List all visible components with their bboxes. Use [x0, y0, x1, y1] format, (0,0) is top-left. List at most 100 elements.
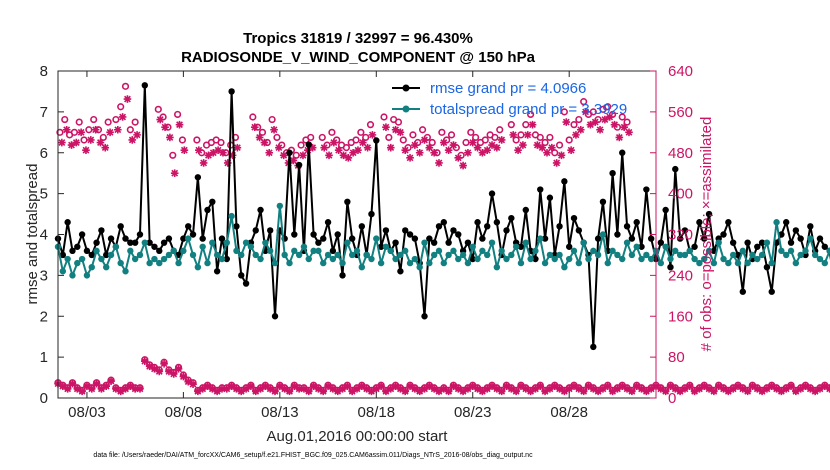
obs-possible-marker — [307, 133, 315, 142]
totalspread-point — [228, 212, 235, 220]
obs-low-assimilated-marker — [116, 387, 125, 396]
obs-assimilated-marker — [449, 141, 458, 149]
rmse-point — [286, 149, 293, 156]
totalspread-point — [522, 239, 529, 246]
rmse-point — [64, 219, 71, 226]
obs-low-assimilated-marker — [661, 387, 670, 396]
obs-low-assimilated-marker — [362, 385, 371, 393]
rmse-point — [508, 214, 515, 222]
rmse-point — [324, 219, 332, 226]
obs-possible-marker — [418, 126, 427, 134]
obs-low-assimilated-marker — [705, 385, 713, 393]
obs-low-assimilated-marker — [324, 382, 332, 391]
totalspread-point — [305, 255, 312, 263]
rmse-point — [228, 88, 235, 95]
totalspread-point — [551, 255, 558, 263]
rmse-point — [594, 235, 602, 242]
obs-possible-marker — [80, 136, 88, 144]
rmse-point — [223, 255, 230, 263]
legend-spread-marker — [402, 105, 410, 113]
obs-possible-marker — [527, 110, 535, 119]
rmse-point — [213, 268, 221, 275]
totalspread-point — [170, 247, 177, 255]
legend-rmse-marker — [402, 84, 410, 92]
rmse-point — [662, 206, 669, 214]
rmse-point — [619, 149, 626, 156]
rmse-point — [411, 235, 419, 242]
obs-low-assimilated-marker — [280, 385, 289, 393]
totalspread-point — [701, 255, 708, 263]
rmse-point — [440, 219, 448, 226]
y-left-tick-label: 8 — [40, 63, 48, 80]
rmse-point — [816, 235, 824, 242]
x-tick-label: 08/23 — [454, 404, 492, 421]
y-left-tick-label: 4 — [40, 227, 48, 244]
obs-assimilated-marker — [497, 136, 506, 144]
rmse-point — [242, 280, 250, 287]
totalspread-point — [676, 251, 684, 259]
obs-low-assimilated-marker — [820, 382, 829, 391]
rmse-point — [657, 239, 665, 246]
obs-assimilated-marker — [444, 146, 453, 154]
obs-low-assimilated-marker — [435, 387, 443, 396]
totalspread-point — [469, 243, 476, 250]
obs-low-assimilated-marker — [758, 387, 766, 396]
x-tick-label: 08/08 — [165, 404, 203, 421]
obs-assimilated-marker — [538, 143, 546, 152]
totalspread-point — [238, 251, 245, 259]
totalspread-point — [69, 272, 76, 279]
totalspread-point — [527, 255, 534, 263]
rmse-point — [787, 239, 795, 246]
chart-title-line2: RADIOSONDE_V_WIND_COMPONENT @ 150 hPa — [181, 49, 536, 66]
obs-low-assimilated-marker — [348, 387, 356, 396]
rmse-point — [638, 243, 645, 250]
totalspread-point — [213, 251, 221, 259]
rmse-point — [450, 227, 457, 234]
obs-possible-marker — [61, 115, 69, 124]
totalspread-point — [561, 264, 568, 271]
rmse-point — [599, 198, 607, 205]
obs-assimilated-marker — [464, 148, 472, 157]
rmse-point — [189, 231, 197, 238]
totalspread-point — [638, 255, 645, 263]
totalspread-point — [609, 247, 616, 255]
obs-possible-marker — [618, 113, 626, 121]
rmse-point — [701, 235, 708, 242]
totalspread-point — [807, 235, 814, 242]
totalspread-point — [537, 235, 544, 242]
obs-low-assimilated-marker — [685, 382, 694, 391]
obs-assimilated-marker — [528, 120, 537, 129]
totalspread-point — [440, 259, 448, 267]
rmse-point — [151, 243, 158, 250]
totalspread-point — [329, 255, 337, 263]
rmse-point — [435, 223, 443, 230]
obs-low-assimilated-marker — [700, 382, 709, 391]
rmse-point — [402, 227, 409, 234]
obs-low-assimilated-marker — [531, 385, 540, 393]
obs-low-assimilated-marker — [343, 382, 352, 391]
totalspread-point — [734, 259, 742, 267]
obs-assimilated-marker — [576, 125, 585, 134]
totalspread-point — [344, 239, 351, 246]
totalspread-point — [512, 243, 520, 250]
totalspread-point — [373, 235, 380, 242]
obs-low-assimilated-marker — [589, 385, 598, 393]
totalspread-point — [802, 247, 809, 255]
obs-possible-marker — [174, 110, 182, 119]
obs-assimilated-marker — [166, 133, 174, 142]
obs-low-assimilated-marker — [449, 382, 458, 391]
x-tick-label: 08/13 — [261, 404, 299, 421]
obs-low-assimilated-marker — [502, 382, 511, 391]
rmse-point — [455, 231, 462, 238]
obs-low-assimilated-marker — [570, 382, 578, 391]
obs-low-assimilated-marker — [541, 387, 549, 396]
obs-low-assimilated-marker — [763, 385, 771, 393]
obs-possible-marker — [112, 115, 120, 124]
totalspread-point — [729, 251, 737, 259]
rmse-point — [141, 82, 149, 89]
obs-possible-marker — [522, 121, 530, 129]
obs-low-assimilated-marker — [338, 385, 347, 393]
obs-low-assimilated-marker — [242, 385, 250, 393]
y-right-tick-label: 560 — [668, 104, 693, 121]
rmse-point — [78, 231, 86, 238]
